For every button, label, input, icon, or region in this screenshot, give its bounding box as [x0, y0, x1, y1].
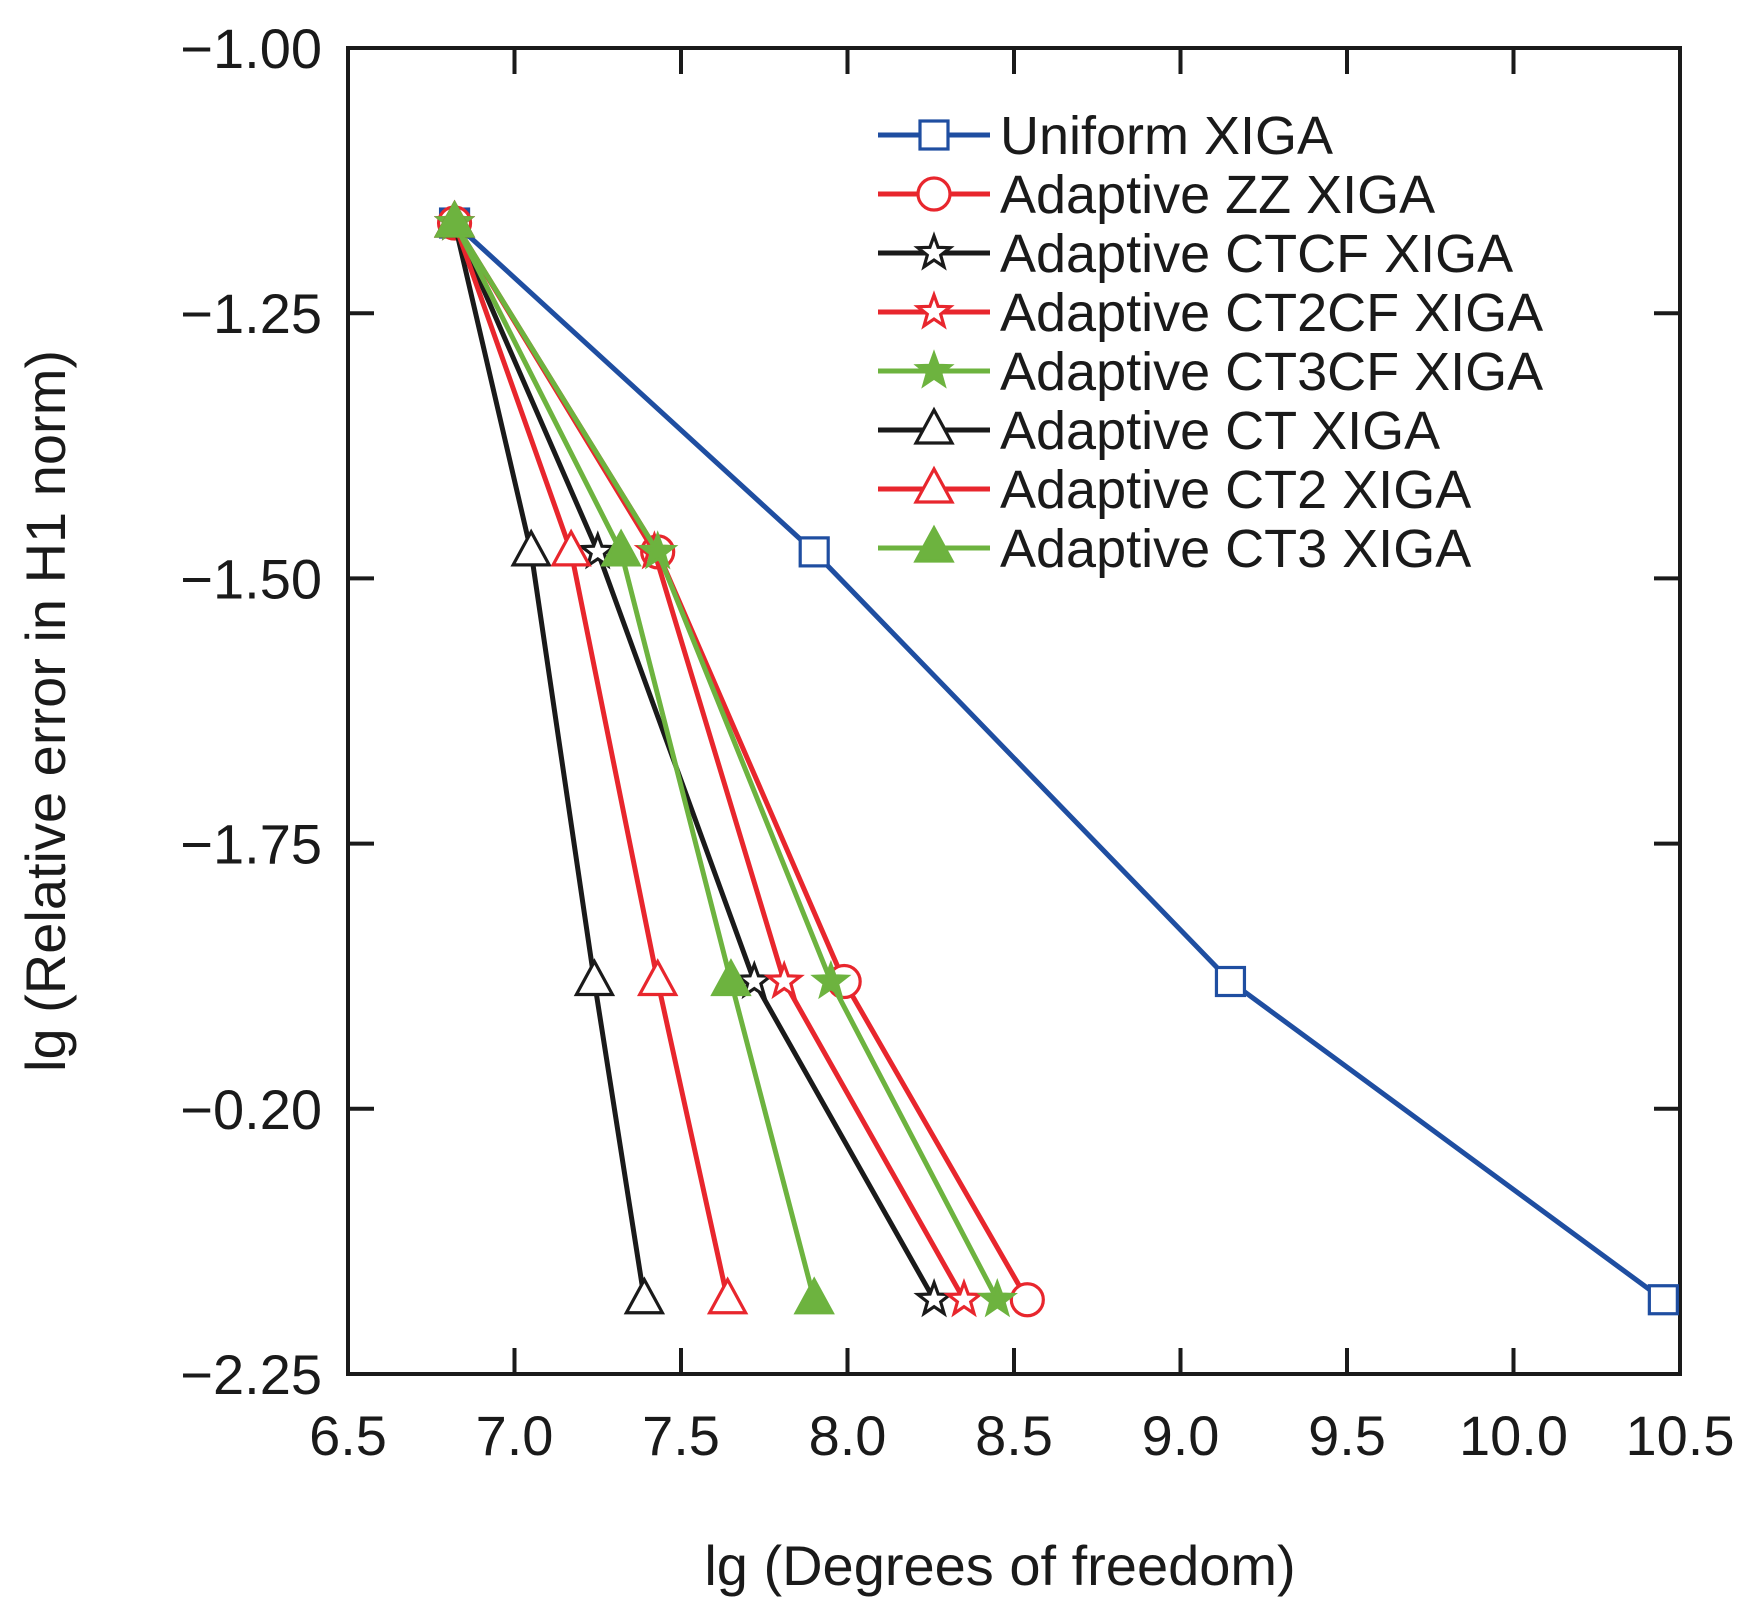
- x-tick-label: 8.0: [809, 1404, 887, 1467]
- data-point: [1647, 1284, 1679, 1316]
- legend-label: Adaptive CT3CF XIGA: [1000, 342, 1543, 402]
- data-point: [798, 536, 830, 568]
- legend-label: Adaptive CT2 XIGA: [1000, 460, 1471, 520]
- y-tick-label: −1.50: [180, 547, 322, 610]
- data-point: [510, 528, 552, 567]
- data-point: [573, 958, 616, 997]
- x-axis-title: lg (Degrees of freedom): [704, 1534, 1295, 1597]
- data-point: [600, 528, 642, 567]
- data-point: [623, 1276, 666, 1315]
- series-line: [452, 221, 1000, 1301]
- legend-marker: [913, 231, 955, 271]
- y-tick-label: −0.20: [180, 1078, 322, 1141]
- y-tick-label: −1.75: [180, 813, 322, 876]
- data-point: [763, 959, 805, 1000]
- legend-label: Adaptive CT2CF XIGA: [1000, 283, 1543, 343]
- data-point: [913, 1277, 955, 1318]
- data-point: [637, 530, 679, 570]
- legend-marker: [913, 290, 955, 330]
- series-layer: [433, 199, 1679, 1318]
- data-point: [636, 958, 679, 997]
- x-tick-label: 7.0: [476, 1404, 554, 1467]
- legend-item: Adaptive CT3 XIGA: [878, 519, 1471, 579]
- legend-marker: [913, 406, 955, 445]
- legend-label: Uniform XIGA: [1000, 106, 1333, 166]
- series-line: [452, 221, 1665, 1302]
- series-line: [452, 221, 817, 1301]
- series-line: [452, 221, 967, 1301]
- data-point: [550, 528, 592, 567]
- y-tick-label: −2.25: [180, 1343, 322, 1406]
- x-tick-label: 6.5: [309, 1404, 387, 1467]
- legend-item: Adaptive ZZ XIGA: [878, 165, 1435, 225]
- legend-label: Adaptive CTCF XIGA: [1000, 224, 1513, 284]
- data-point: [1009, 1282, 1045, 1318]
- x-tick-label: 9.5: [1308, 1404, 1386, 1467]
- legend-label: Adaptive CT XIGA: [1000, 401, 1440, 461]
- legend-item: Uniform XIGA: [878, 106, 1333, 166]
- legend-item: Adaptive CTCF XIGA: [878, 224, 1513, 284]
- data-point: [577, 530, 619, 570]
- y-tick-label: −1.00: [180, 17, 322, 80]
- legend-label: Adaptive CT3 XIGA: [1000, 519, 1471, 579]
- x-tick-label: 8.5: [975, 1404, 1053, 1467]
- data-point: [943, 1278, 985, 1318]
- series-7: [433, 199, 749, 1315]
- legend-marker: [913, 524, 955, 563]
- legend-label: Adaptive ZZ XIGA: [1000, 165, 1435, 225]
- legend-marker: [916, 176, 952, 212]
- x-tick-label: 10.0: [1459, 1404, 1568, 1467]
- series-8: [433, 199, 835, 1315]
- ticks-layer: 6.5 7.0 7.5 8.0 8.5 9.0 9.5 10.0 10.5 −1.00 −1.25 −…: [180, 17, 1734, 1467]
- legend-marker: [913, 349, 955, 389]
- series-line: [452, 222, 647, 1301]
- x-tick-label: 10.5: [1626, 1404, 1735, 1467]
- data-point: [706, 1276, 749, 1315]
- series-1: [438, 207, 1679, 1316]
- series-line: [452, 222, 731, 1301]
- x-tick-label: 7.5: [642, 1404, 720, 1467]
- y-tick-label: −1.25: [180, 282, 322, 345]
- data-point: [1214, 965, 1247, 998]
- data-point: [710, 958, 752, 997]
- legend-item: Adaptive CT3CF XIGA: [878, 342, 1543, 402]
- data-point: [976, 1278, 1018, 1318]
- legend-item: Adaptive CT2CF XIGA: [878, 283, 1543, 343]
- data-point: [810, 959, 852, 1000]
- data-point: [793, 1276, 835, 1315]
- series-6: [433, 199, 666, 1315]
- legend-marker: [918, 119, 950, 151]
- legend-item: Adaptive CT2 XIGA: [878, 460, 1471, 520]
- y-axis-title: lg (Relative error in H1 norm): [14, 350, 77, 1072]
- x-tick-label: 9.0: [1142, 1404, 1220, 1467]
- data-point: [433, 199, 476, 238]
- legend-marker: [913, 465, 955, 504]
- legend-item: Adaptive CT XIGA: [878, 401, 1440, 461]
